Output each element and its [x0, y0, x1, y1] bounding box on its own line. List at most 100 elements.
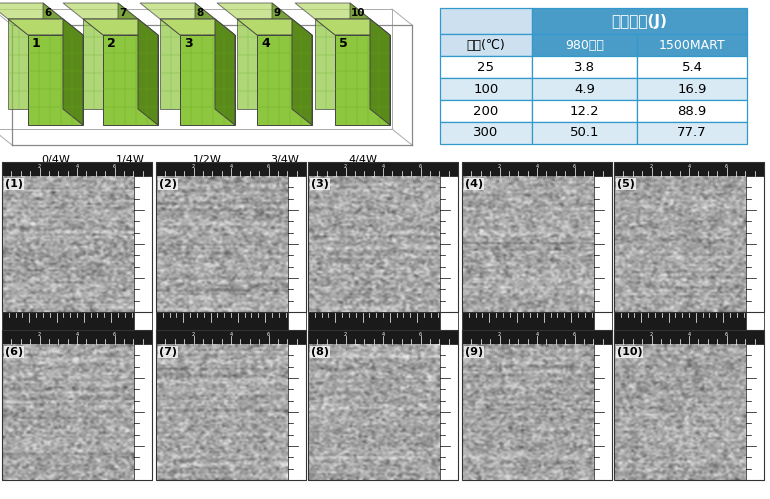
- Bar: [440, 34, 532, 56]
- Text: 4: 4: [535, 332, 538, 337]
- Text: (2): (2): [159, 179, 177, 189]
- Bar: [637, 56, 747, 78]
- Text: (5): (5): [617, 179, 635, 189]
- Bar: [462, 162, 612, 312]
- Bar: [308, 162, 458, 176]
- Bar: [288, 176, 306, 312]
- Text: 2: 2: [107, 37, 116, 50]
- Polygon shape: [8, 19, 63, 109]
- Text: 3: 3: [184, 37, 192, 50]
- Polygon shape: [0, 3, 63, 19]
- Text: 2: 2: [650, 164, 653, 169]
- Text: 1/2W: 1/2W: [193, 155, 222, 165]
- Text: 1: 1: [32, 37, 41, 50]
- Bar: [2, 330, 152, 480]
- Polygon shape: [160, 19, 215, 109]
- Polygon shape: [63, 3, 138, 19]
- Bar: [440, 56, 532, 78]
- Text: 6: 6: [267, 332, 270, 337]
- Text: (8): (8): [311, 347, 329, 357]
- Text: 4: 4: [688, 332, 691, 337]
- Bar: [746, 344, 764, 480]
- Bar: [440, 8, 532, 34]
- Bar: [156, 312, 306, 330]
- Bar: [637, 78, 747, 100]
- Text: 2: 2: [498, 332, 501, 337]
- Text: 88.9: 88.9: [678, 104, 707, 117]
- Polygon shape: [103, 35, 158, 125]
- Text: 2: 2: [38, 332, 41, 337]
- Text: 5: 5: [339, 37, 348, 50]
- Text: 2: 2: [192, 164, 195, 169]
- Bar: [440, 122, 532, 144]
- Text: 3/4W: 3/4W: [270, 155, 299, 165]
- Text: 980경량: 980경량: [565, 38, 604, 51]
- Text: 50.1: 50.1: [570, 127, 599, 140]
- Bar: [440, 78, 532, 100]
- Text: 4: 4: [381, 164, 384, 169]
- Text: 77.7: 77.7: [677, 127, 707, 140]
- Text: (4): (4): [465, 179, 483, 189]
- Bar: [614, 330, 764, 480]
- Bar: [440, 344, 458, 480]
- Polygon shape: [83, 19, 138, 109]
- Bar: [462, 162, 612, 176]
- Text: 2: 2: [344, 332, 347, 337]
- Bar: [462, 330, 612, 344]
- Text: 6: 6: [419, 164, 422, 169]
- Bar: [532, 122, 637, 144]
- Text: 6: 6: [573, 164, 576, 169]
- Text: 4: 4: [229, 164, 233, 169]
- Polygon shape: [315, 19, 390, 35]
- Bar: [308, 312, 458, 330]
- Polygon shape: [195, 3, 215, 109]
- Bar: [156, 330, 306, 480]
- Bar: [2, 162, 152, 176]
- Text: (6): (6): [5, 347, 23, 357]
- Bar: [532, 78, 637, 100]
- Text: 1500MART: 1500MART: [658, 38, 725, 51]
- Bar: [308, 162, 458, 312]
- Text: 2: 2: [344, 164, 347, 169]
- Text: 4: 4: [381, 332, 384, 337]
- Text: 온도(℃): 온도(℃): [467, 38, 505, 51]
- Text: 2: 2: [650, 332, 653, 337]
- Text: 6: 6: [573, 332, 576, 337]
- Bar: [614, 330, 764, 344]
- Bar: [594, 312, 612, 330]
- Polygon shape: [217, 3, 292, 19]
- Text: 0/4W: 0/4W: [41, 155, 70, 165]
- Bar: [532, 8, 747, 34]
- Text: 6: 6: [267, 164, 270, 169]
- Bar: [614, 162, 764, 312]
- Text: 6: 6: [725, 164, 728, 169]
- Bar: [462, 312, 612, 330]
- Bar: [594, 176, 612, 312]
- Polygon shape: [215, 19, 235, 125]
- Polygon shape: [257, 35, 312, 125]
- Text: 16.9: 16.9: [678, 82, 707, 95]
- Bar: [134, 312, 152, 330]
- Polygon shape: [118, 3, 138, 109]
- Text: 4/4W: 4/4W: [348, 155, 377, 165]
- Text: 2: 2: [38, 164, 41, 169]
- Text: 25: 25: [477, 60, 494, 73]
- Polygon shape: [335, 35, 390, 125]
- Polygon shape: [315, 19, 370, 109]
- Text: 3.8: 3.8: [574, 60, 595, 73]
- Bar: [462, 330, 612, 480]
- Text: (7): (7): [159, 347, 177, 357]
- Bar: [440, 176, 458, 312]
- Text: 6: 6: [113, 164, 116, 169]
- Bar: [746, 176, 764, 312]
- Text: 12.2: 12.2: [570, 104, 599, 117]
- Bar: [532, 34, 637, 56]
- Bar: [637, 122, 747, 144]
- Bar: [637, 34, 747, 56]
- Polygon shape: [237, 19, 292, 109]
- Text: 4: 4: [261, 37, 270, 50]
- Bar: [2, 330, 152, 344]
- Polygon shape: [28, 35, 83, 125]
- Bar: [308, 330, 458, 344]
- Polygon shape: [63, 19, 83, 125]
